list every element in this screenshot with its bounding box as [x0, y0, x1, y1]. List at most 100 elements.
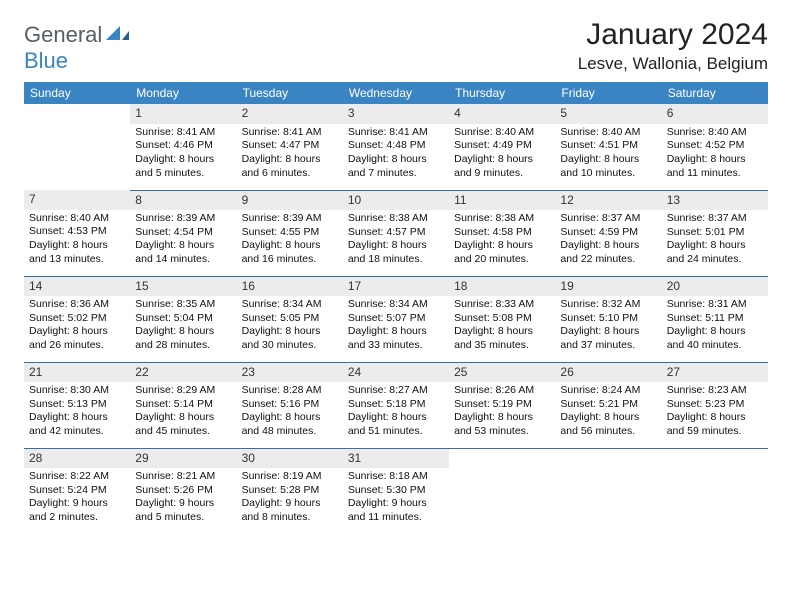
day-line: Daylight: 8 hours: [348, 411, 444, 425]
day-info: Sunrise: 8:27 AMSunset: 5:18 PMDaylight:…: [343, 382, 449, 443]
day-number: 24: [343, 363, 449, 383]
day-line: Sunset: 5:05 PM: [242, 312, 338, 326]
day-line: and 14 minutes.: [135, 253, 231, 267]
day-line: Daylight: 8 hours: [560, 325, 656, 339]
day-number: 7: [24, 190, 130, 210]
day-line: Sunset: 4:53 PM: [29, 225, 125, 239]
day-line: Sunrise: 8:29 AM: [135, 384, 231, 398]
day-line: and 22 minutes.: [560, 253, 656, 267]
day-line: Daylight: 8 hours: [348, 239, 444, 253]
day-number: 31: [343, 449, 449, 469]
calendar-week: 1Sunrise: 8:41 AMSunset: 4:46 PMDaylight…: [24, 104, 768, 190]
day-line: Daylight: 8 hours: [135, 325, 231, 339]
day-line: and 24 minutes.: [667, 253, 763, 267]
calendar-cell: 3Sunrise: 8:41 AMSunset: 4:48 PMDaylight…: [343, 104, 449, 190]
day-info: Sunrise: 8:37 AMSunset: 4:59 PMDaylight:…: [555, 210, 661, 271]
day-number: 22: [130, 363, 236, 383]
day-line: Sunset: 4:47 PM: [242, 139, 338, 153]
day-line: Sunset: 5:28 PM: [242, 484, 338, 498]
day-line: Sunrise: 8:24 AM: [560, 384, 656, 398]
calendar-cell: [24, 104, 130, 190]
day-line: Sunrise: 8:37 AM: [667, 212, 763, 226]
day-line: Sunset: 5:11 PM: [667, 312, 763, 326]
day-line: Daylight: 9 hours: [348, 497, 444, 511]
day-line: Daylight: 8 hours: [242, 153, 338, 167]
day-line: Sunrise: 8:21 AM: [135, 470, 231, 484]
header-row: GeneralBlue January 2024 Lesve, Wallonia…: [24, 18, 768, 74]
day-line: and 35 minutes.: [454, 339, 550, 353]
day-info: Sunrise: 8:28 AMSunset: 5:16 PMDaylight:…: [237, 382, 343, 443]
calendar-week: 21Sunrise: 8:30 AMSunset: 5:13 PMDayligh…: [24, 362, 768, 448]
logo-text-1: General: [24, 22, 102, 47]
day-line: Daylight: 8 hours: [348, 325, 444, 339]
day-line: Sunrise: 8:23 AM: [667, 384, 763, 398]
day-info: Sunrise: 8:40 AMSunset: 4:52 PMDaylight:…: [662, 124, 768, 185]
day-line: Sunrise: 8:40 AM: [667, 126, 763, 140]
day-line: Sunset: 4:59 PM: [560, 226, 656, 240]
day-line: Sunrise: 8:41 AM: [135, 126, 231, 140]
day-line: Sunset: 4:58 PM: [454, 226, 550, 240]
calendar-table: Sunday Monday Tuesday Wednesday Thursday…: [24, 82, 768, 534]
calendar-cell: 15Sunrise: 8:35 AMSunset: 5:04 PMDayligh…: [130, 276, 236, 362]
calendar-cell: 31Sunrise: 8:18 AMSunset: 5:30 PMDayligh…: [343, 448, 449, 534]
calendar-cell: [662, 448, 768, 534]
day-line: Sunset: 5:23 PM: [667, 398, 763, 412]
day-info: Sunrise: 8:33 AMSunset: 5:08 PMDaylight:…: [449, 296, 555, 357]
day-number: 17: [343, 277, 449, 297]
day-line: and 2 minutes.: [29, 511, 125, 525]
day-info: Sunrise: 8:40 AMSunset: 4:53 PMDaylight:…: [24, 210, 130, 271]
calendar-cell: 19Sunrise: 8:32 AMSunset: 5:10 PMDayligh…: [555, 276, 661, 362]
day-line: Daylight: 8 hours: [454, 411, 550, 425]
calendar-cell: 29Sunrise: 8:21 AMSunset: 5:26 PMDayligh…: [130, 448, 236, 534]
day-line: Sunset: 4:49 PM: [454, 139, 550, 153]
day-number: 9: [237, 191, 343, 211]
calendar-cell: 24Sunrise: 8:27 AMSunset: 5:18 PMDayligh…: [343, 362, 449, 448]
day-info: Sunrise: 8:38 AMSunset: 4:57 PMDaylight:…: [343, 210, 449, 271]
day-line: and 5 minutes.: [135, 167, 231, 181]
day-number: 13: [662, 191, 768, 211]
calendar-cell: 4Sunrise: 8:40 AMSunset: 4:49 PMDaylight…: [449, 104, 555, 190]
day-info: Sunrise: 8:39 AMSunset: 4:55 PMDaylight:…: [237, 210, 343, 271]
day-info: Sunrise: 8:35 AMSunset: 5:04 PMDaylight:…: [130, 296, 236, 357]
day-info: Sunrise: 8:40 AMSunset: 4:51 PMDaylight:…: [555, 124, 661, 185]
day-line: Sunrise: 8:34 AM: [348, 298, 444, 312]
day-line: and 7 minutes.: [348, 167, 444, 181]
day-line: Sunrise: 8:27 AM: [348, 384, 444, 398]
day-line: Sunset: 5:08 PM: [454, 312, 550, 326]
calendar-cell: 30Sunrise: 8:19 AMSunset: 5:28 PMDayligh…: [237, 448, 343, 534]
day-line: and 42 minutes.: [29, 425, 125, 439]
day-line: Sunset: 5:30 PM: [348, 484, 444, 498]
day-line: and 8 minutes.: [242, 511, 338, 525]
day-info: Sunrise: 8:41 AMSunset: 4:48 PMDaylight:…: [343, 124, 449, 185]
day-number: 21: [24, 363, 130, 383]
day-number: 27: [662, 363, 768, 383]
day-header: Friday: [555, 82, 661, 104]
day-line: and 18 minutes.: [348, 253, 444, 267]
calendar-cell: 17Sunrise: 8:34 AMSunset: 5:07 PMDayligh…: [343, 276, 449, 362]
day-line: Sunset: 4:52 PM: [667, 139, 763, 153]
day-line: Daylight: 8 hours: [135, 153, 231, 167]
day-line: Daylight: 8 hours: [242, 325, 338, 339]
day-number: 3: [343, 104, 449, 124]
day-line: Sunrise: 8:39 AM: [242, 212, 338, 226]
day-header: Monday: [130, 82, 236, 104]
calendar-cell: 26Sunrise: 8:24 AMSunset: 5:21 PMDayligh…: [555, 362, 661, 448]
logo: GeneralBlue: [24, 18, 132, 74]
day-line: and 6 minutes.: [242, 167, 338, 181]
day-line: Sunset: 5:02 PM: [29, 312, 125, 326]
day-line: Daylight: 8 hours: [348, 153, 444, 167]
day-number: 12: [555, 191, 661, 211]
day-number: 18: [449, 277, 555, 297]
day-line: and 26 minutes.: [29, 339, 125, 353]
day-line: Daylight: 8 hours: [560, 411, 656, 425]
day-line: Sunrise: 8:18 AM: [348, 470, 444, 484]
calendar-week: 7Sunrise: 8:40 AMSunset: 4:53 PMDaylight…: [24, 190, 768, 276]
day-line: Sunrise: 8:28 AM: [242, 384, 338, 398]
day-header: Tuesday: [237, 82, 343, 104]
day-number: 5: [555, 104, 661, 124]
day-line: Sunrise: 8:40 AM: [454, 126, 550, 140]
day-line: Sunrise: 8:30 AM: [29, 384, 125, 398]
day-line: Sunrise: 8:38 AM: [348, 212, 444, 226]
day-line: Sunrise: 8:39 AM: [135, 212, 231, 226]
day-line: Daylight: 8 hours: [667, 153, 763, 167]
